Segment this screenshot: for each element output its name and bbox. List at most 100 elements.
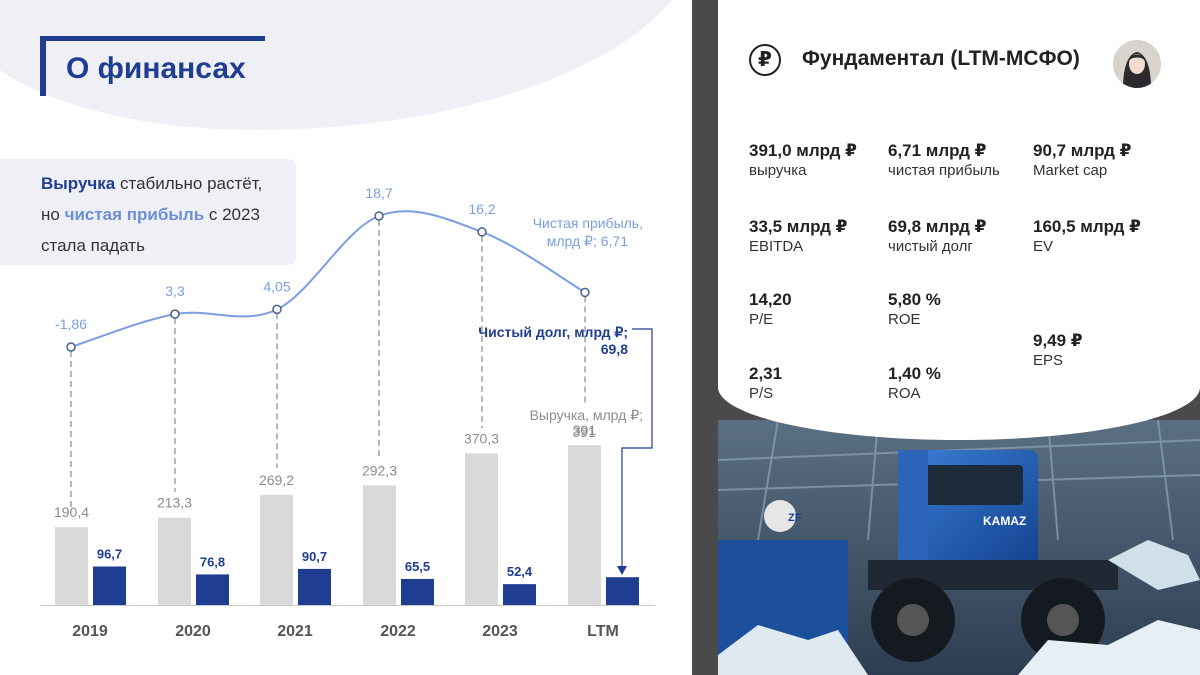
metric-label: чистый долг	[888, 238, 973, 255]
metric-label: ROE	[888, 311, 921, 328]
revenue-bar	[158, 517, 191, 605]
legend-debt-line-1: Чистый долг, млрд ₽;	[478, 324, 628, 340]
debt-bar	[606, 577, 639, 605]
finance-chart: 190,4 213,3 269,2 292,3 370,3 391 96,7 76,8 90,7…	[40, 185, 655, 640]
metric-value: 160,5 млрд ₽	[1033, 217, 1141, 236]
metric-label: Market cap	[1033, 162, 1108, 179]
category-label: 2019	[72, 623, 108, 640]
metric-label: P/E	[749, 311, 774, 328]
debt-label: 65,5	[405, 559, 430, 574]
revenue-label: 391	[573, 422, 597, 438]
metric-revenue: 391,0 млрд ₽ выручка	[749, 141, 857, 181]
profit-label: 4,05	[263, 278, 290, 294]
metric-value: 9,49 ₽	[1033, 331, 1083, 350]
profit-label: 16,2	[468, 201, 495, 217]
ruble-icon: ₽	[749, 44, 781, 76]
debt-label: 96,7	[97, 547, 122, 562]
revenue-bar	[363, 485, 396, 605]
debt-label: 76,8	[200, 554, 225, 569]
profit-point	[374, 211, 384, 221]
metric-label: выручка	[749, 162, 807, 179]
metric-market-cap: 90,7 млрд ₽ Market cap	[1033, 141, 1132, 181]
metric-value: 1,40 %	[888, 364, 941, 383]
metric-value: 14,20	[749, 290, 792, 309]
page-title: О финансах	[66, 52, 246, 85]
metric-value: 69,8 млрд ₽	[888, 217, 987, 236]
revenue-label: 269,2	[259, 472, 294, 488]
debt-bar	[401, 578, 434, 605]
metric-ps: 2,31 P/S	[749, 364, 782, 404]
metric-label: EBITDA	[749, 238, 804, 255]
legend-profit-line-1: Чистая прибыль,	[533, 215, 643, 231]
debt-arrowhead	[617, 566, 627, 575]
legend-debt-line-2: 69,8	[601, 341, 628, 357]
profit-point	[580, 287, 590, 298]
metric-value: 33,5 млрд ₽	[749, 217, 848, 236]
title-accent-vertical	[40, 36, 46, 96]
profit-label: 18,7	[365, 185, 392, 201]
profit-point	[477, 227, 487, 237]
callout-profit-word: чистая прибыль	[64, 205, 205, 224]
metric-label: ROA	[888, 385, 921, 402]
photo-text-kamaz: KAMAZ	[983, 514, 1026, 528]
profit-label: 3,3	[165, 283, 185, 299]
metric-value: 90,7 млрд ₽	[1033, 141, 1132, 160]
revenue-label: 370,3	[464, 430, 499, 446]
revenue-bar	[260, 494, 293, 605]
revenue-bar	[568, 445, 601, 605]
category-label: 2021	[277, 623, 313, 640]
metric-pe: 14,20 P/E	[749, 290, 792, 330]
metric-roa: 1,40 % ROA	[888, 364, 941, 404]
callout-box	[0, 159, 296, 265]
callout-text-4: стала падать	[41, 236, 145, 255]
legend-revenue-line-1: Выручка, млрд ₽;	[530, 407, 643, 423]
metric-value: 2,31	[749, 364, 783, 383]
revenue-bar	[465, 453, 498, 605]
debt-label: 52,4	[507, 564, 533, 579]
metric-roe: 5,80 % ROE	[888, 290, 941, 330]
callout-text: Выручка стабильно растёт, но чистая приб…	[41, 168, 291, 261]
revenue-label: 292,3	[362, 462, 397, 478]
debt-label: 90,7	[302, 549, 327, 564]
legend-revenue-line-2: 391	[572, 424, 596, 440]
metric-net-profit: 6,71 млрд ₽ чистая прибыль	[888, 141, 1000, 181]
profit-label: -1,86	[55, 316, 87, 332]
debt-bar	[298, 568, 331, 605]
profit-line	[70, 210, 586, 348]
profit-point	[272, 304, 282, 315]
fundamentals-title: Фундаментал (LTM-МСФО)	[802, 47, 1080, 70]
metric-value: 5,80 %	[888, 290, 941, 309]
callout-text-3: с 2023	[204, 205, 260, 224]
revenue-label: 190,4	[54, 504, 89, 520]
category-label: 2022	[380, 623, 416, 640]
finance-panel: О финансах Выручка стабильно растёт, но …	[0, 0, 692, 640]
debt-bar	[196, 574, 229, 605]
panel-separator	[692, 0, 718, 675]
metric-label: P/S	[749, 385, 774, 402]
profit-point	[170, 309, 180, 319]
metric-label: EV	[1033, 238, 1054, 255]
category-label: 2023	[482, 623, 518, 640]
avatar	[1113, 40, 1161, 88]
metric-label: EPS	[1033, 352, 1064, 369]
revenue-bar	[55, 527, 88, 605]
metric-net-debt: 69,8 млрд ₽ чистый долг	[888, 217, 987, 257]
revenue-label: 213,3	[157, 495, 192, 511]
legend-profit-line-2: млрд ₽; 6,71	[547, 233, 628, 249]
category-label: LTM	[587, 623, 619, 640]
metric-value: 6,71 млрд ₽	[888, 141, 987, 160]
metric-ev: 160,5 млрд ₽ EV	[1033, 217, 1141, 257]
truck-photo: KAMAZ ZF	[718, 420, 1200, 675]
debt-bracket	[621, 328, 653, 568]
metric-eps: 9,49 ₽ EPS	[1033, 331, 1083, 371]
profit-point	[66, 342, 76, 352]
fundamentals-panel: KAMAZ ZF	[718, 0, 1200, 675]
callout-revenue-word: Выручка	[41, 174, 116, 193]
metric-label: чистая прибыль	[888, 162, 1000, 179]
metric-ebitda: 33,5 млрд ₽ EBITDA	[749, 217, 848, 257]
debt-bar	[503, 584, 536, 605]
debt-bar	[93, 566, 126, 605]
photo-text-zf: ZF	[788, 512, 802, 524]
metric-value: 391,0 млрд ₽	[749, 141, 857, 160]
callout-text-2: но	[41, 205, 65, 224]
